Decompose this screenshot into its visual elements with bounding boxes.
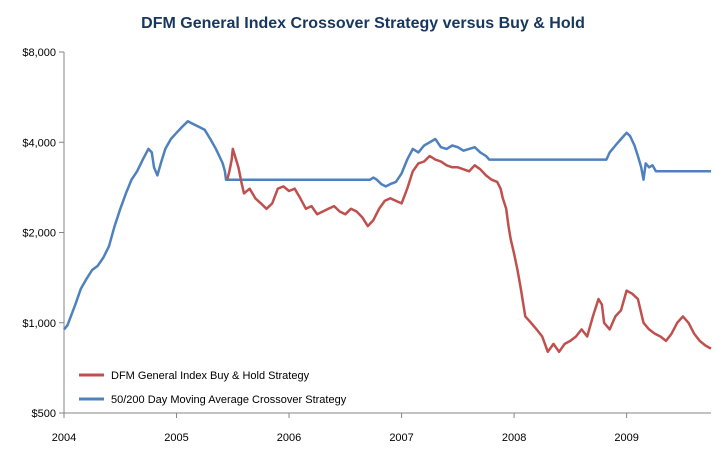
- x-tick-label: 2008: [502, 432, 526, 444]
- plot-area: $500$1,000$2,000$4,000$8,000 2004 2005 200…: [22, 47, 712, 444]
- y-tick-label: $2,000: [22, 228, 56, 240]
- legend-label-crossover: 50/200 Day Moving Average Crossover Stra…: [111, 394, 347, 406]
- y-tick-label: $1,000: [22, 318, 56, 330]
- y-tick-label: $500: [32, 408, 56, 420]
- series-line-crossover: [63, 120, 711, 331]
- x-tick-label: 2007: [389, 432, 413, 444]
- series-line-buy-hold: [225, 147, 712, 354]
- x-tick-label: 2005: [164, 432, 188, 444]
- x-axis-ticks: 2004 2005 2006 2007 2008 2009: [52, 413, 639, 444]
- y-tick-label: $8,000: [22, 47, 56, 59]
- series-layer: [63, 120, 712, 354]
- legend: DFM General Index Buy & Hold Strategy 50…: [79, 370, 347, 406]
- x-tick-label: 2009: [614, 432, 638, 444]
- y-tick-label: $4,000: [22, 137, 56, 149]
- y-axis-ticks: $500 $1,000 $2,000 $4,000 $8,000: [22, 47, 64, 420]
- chart-title: DFM General Index Crossover Strategy ver…: [141, 15, 585, 32]
- legend-label-buy-hold: DFM General Index Buy & Hold Strategy: [111, 370, 310, 382]
- x-tick-label: 2004: [52, 432, 76, 444]
- x-tick-label: 2006: [277, 432, 301, 444]
